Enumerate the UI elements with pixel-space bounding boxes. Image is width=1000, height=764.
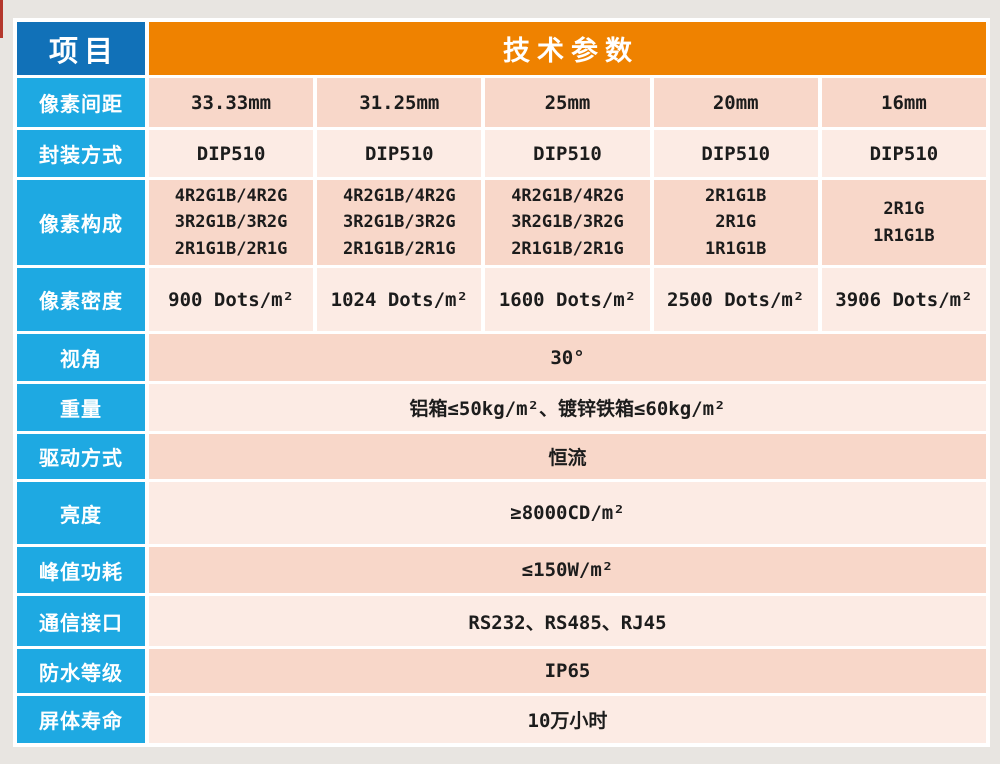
value-cell-merged: IP65 — [149, 649, 986, 693]
value-cell: DIP510 — [821, 130, 986, 177]
value-cell: 1024 Dots/m² — [317, 268, 482, 331]
value-cell: 4R2G1B/4R2G 3R2G1B/3R2G 2R1G1B/2R1G — [485, 180, 650, 265]
value-cell: DIP510 — [653, 130, 818, 177]
table-title: 技术参数 — [149, 22, 986, 75]
scan-artifact — [0, 0, 3, 38]
value-line: 2R1G1B — [704, 185, 767, 206]
value-cell: 4R2G1B/4R2G 3R2G1B/3R2G 2R1G1B/2R1G — [149, 180, 314, 265]
value-line: 3R2G1B/3R2G — [511, 212, 624, 233]
row-label: 视角 — [17, 334, 145, 381]
value-line: 4R2G1B/4R2G — [174, 185, 288, 206]
value-cell-merged: 10万小时 — [149, 696, 986, 743]
value-line: 3R2G1B/3R2G — [174, 212, 288, 233]
row-label: 像素构成 — [17, 180, 145, 265]
row-label: 像素间距 — [17, 78, 145, 127]
value-cell: 1600 Dots/m² — [485, 268, 650, 331]
spec-table: 项目 技术参数 像素间距 33.33mm 31.25mm 25mm 20mm 16mm 封装… — [13, 18, 990, 747]
value-cell: 20mm — [653, 78, 818, 127]
value-cell-merged: 30° — [149, 334, 986, 381]
value-cell-merged: ≤150W/m² — [149, 547, 986, 593]
value-cell: DIP510 — [485, 130, 650, 177]
value-cell-merged: 恒流 — [149, 434, 986, 479]
row-label: 重量 — [17, 384, 145, 431]
value-cell: 4R2G1B/4R2G 3R2G1B/3R2G 2R1G1B/2R1G — [317, 180, 482, 265]
value-cell-merged: 铝箱≤50kg/m²、镀锌铁箱≤60kg/m² — [149, 384, 986, 431]
row-label: 通信接口 — [17, 596, 145, 646]
value-cell: 2R1G1B 2R1G 1R1G1B — [653, 180, 818, 265]
value-cell: 25mm — [485, 78, 650, 127]
row-label: 屏体寿命 — [17, 696, 145, 743]
row-label: 像素密度 — [17, 268, 145, 331]
value-cell-merged: ≥8000CD/m² — [149, 482, 986, 544]
value-cell: 31.25mm — [317, 78, 482, 127]
value-cell: 2500 Dots/m² — [653, 268, 818, 331]
value-cell: 2R1G 1R1G1B — [821, 180, 986, 265]
value-cell-merged: RS232、RS485、RJ45 — [149, 596, 986, 646]
value-line: 2R1G1B/2R1G — [342, 238, 456, 259]
corner-header: 项目 — [17, 22, 145, 75]
row-label: 峰值功耗 — [17, 547, 145, 593]
value-line: 2R1G — [715, 212, 757, 233]
row-label: 亮度 — [17, 482, 145, 544]
value-line: 2R1G1B/2R1G — [511, 238, 624, 259]
value-cell: DIP510 — [149, 130, 314, 177]
value-line: 1R1G1B — [704, 238, 767, 259]
value-line: 4R2G1B/4R2G — [342, 185, 456, 206]
value-line: 2R1G1B/2R1G — [174, 238, 288, 259]
value-cell: 16mm — [821, 78, 986, 127]
value-line: 4R2G1B/4R2G — [511, 185, 624, 206]
value-line: 2R1G — [883, 199, 925, 220]
value-cell: 900 Dots/m² — [149, 268, 314, 331]
value-line: 1R1G1B — [873, 225, 935, 246]
value-line: 3R2G1B/3R2G — [342, 212, 456, 233]
row-label: 封装方式 — [17, 130, 145, 177]
value-cell: 3906 Dots/m² — [821, 268, 986, 331]
row-label: 防水等级 — [17, 649, 145, 693]
value-cell: DIP510 — [317, 130, 482, 177]
row-label: 驱动方式 — [17, 434, 145, 479]
value-cell: 33.33mm — [149, 78, 314, 127]
